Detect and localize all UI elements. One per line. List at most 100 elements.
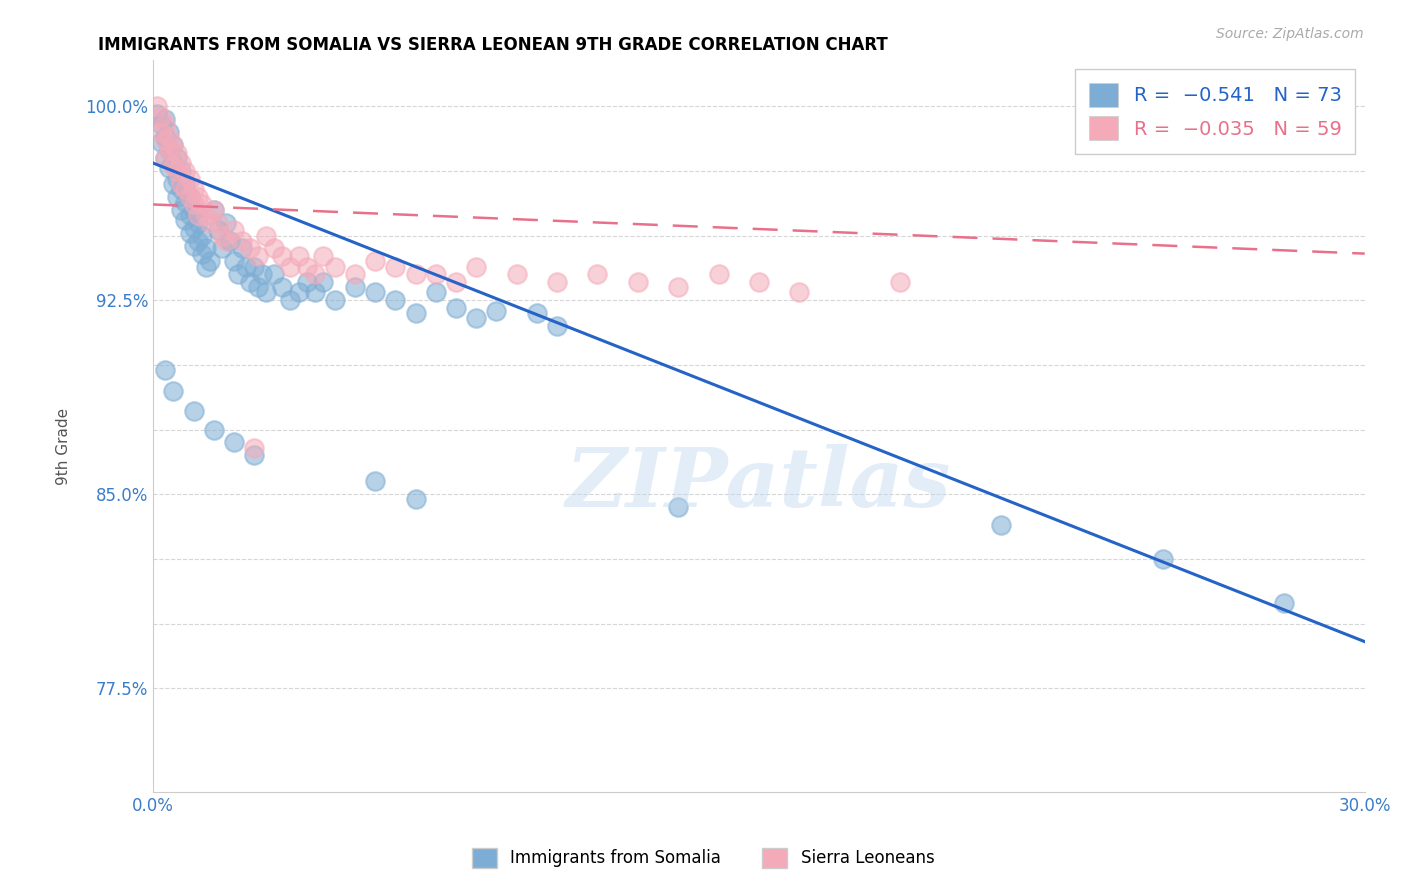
Point xyxy=(263,242,285,256)
Point xyxy=(162,138,184,153)
Point xyxy=(295,275,318,289)
Text: 9th Grade: 9th Grade xyxy=(56,408,70,484)
Point xyxy=(250,268,273,282)
Point xyxy=(444,275,467,289)
Point xyxy=(215,234,238,248)
Point xyxy=(666,280,689,294)
Point xyxy=(990,518,1012,533)
Point xyxy=(150,117,173,131)
Point xyxy=(166,171,188,186)
Point xyxy=(194,208,217,222)
Point xyxy=(247,249,270,263)
Point xyxy=(166,190,188,204)
Point xyxy=(162,384,184,398)
Point xyxy=(546,275,568,289)
Point xyxy=(304,285,326,300)
Point xyxy=(187,190,209,204)
Point xyxy=(239,275,262,289)
Point xyxy=(150,136,173,150)
Point xyxy=(190,246,212,260)
Point xyxy=(155,133,177,147)
Point xyxy=(166,164,188,178)
Point xyxy=(364,254,387,268)
Point xyxy=(211,242,233,256)
Point xyxy=(271,280,294,294)
Point xyxy=(187,234,209,248)
Point xyxy=(183,182,205,196)
Point xyxy=(179,208,201,222)
Legend: Immigrants from Somalia, Sierra Leoneans: Immigrants from Somalia, Sierra Leoneans xyxy=(465,841,941,875)
Point xyxy=(425,268,447,282)
Point xyxy=(405,268,427,282)
Point xyxy=(155,151,177,165)
Point xyxy=(170,164,193,178)
Point xyxy=(170,156,193,170)
Point xyxy=(170,182,193,196)
Point xyxy=(444,301,467,315)
Point xyxy=(465,260,488,274)
Point xyxy=(263,268,285,282)
Point xyxy=(155,363,177,377)
Point xyxy=(198,216,221,230)
Text: Source: ZipAtlas.com: Source: ZipAtlas.com xyxy=(1216,27,1364,41)
Point xyxy=(312,275,335,289)
Point xyxy=(789,285,811,300)
Point xyxy=(162,156,184,170)
Point xyxy=(198,254,221,268)
Point xyxy=(157,143,180,157)
Point xyxy=(271,249,294,263)
Point xyxy=(323,260,346,274)
Point xyxy=(207,223,229,237)
Point xyxy=(183,202,205,217)
Point xyxy=(183,404,205,418)
Point xyxy=(222,254,245,268)
Point xyxy=(187,208,209,222)
Point xyxy=(183,239,205,253)
Point xyxy=(280,293,302,308)
Text: IMMIGRANTS FROM SOMALIA VS SIERRA LEONEAN 9TH GRADE CORRELATION CHART: IMMIGRANTS FROM SOMALIA VS SIERRA LEONEA… xyxy=(98,36,889,54)
Point xyxy=(1152,552,1174,566)
Point xyxy=(166,145,188,160)
Point xyxy=(202,423,225,437)
Point xyxy=(157,130,180,145)
Point xyxy=(150,110,173,124)
Text: ZIPatlas: ZIPatlas xyxy=(567,444,952,524)
Point xyxy=(183,220,205,235)
Point xyxy=(162,138,184,153)
Point xyxy=(1272,596,1295,610)
Point xyxy=(179,190,201,204)
Point xyxy=(505,268,527,282)
Point xyxy=(157,161,180,176)
Point xyxy=(364,475,387,489)
Point xyxy=(162,159,184,173)
Point xyxy=(174,164,197,178)
Point xyxy=(183,197,205,211)
Point xyxy=(155,151,177,165)
Point xyxy=(155,112,177,127)
Point xyxy=(174,213,197,227)
Point xyxy=(344,280,367,294)
Legend: R =  −0.541   N = 73, R =  −0.035   N = 59: R = −0.541 N = 73, R = −0.035 N = 59 xyxy=(1076,70,1355,153)
Point xyxy=(425,285,447,300)
Point xyxy=(485,303,508,318)
Point xyxy=(146,107,169,121)
Point xyxy=(247,280,270,294)
Point xyxy=(166,151,188,165)
Point xyxy=(254,228,277,243)
Point xyxy=(546,319,568,334)
Point xyxy=(179,190,201,204)
Point xyxy=(155,117,177,131)
Point xyxy=(231,242,253,256)
Point xyxy=(243,260,266,274)
Point xyxy=(304,268,326,282)
Point xyxy=(219,234,242,248)
Point xyxy=(526,306,548,320)
Point xyxy=(190,197,212,211)
Point xyxy=(405,492,427,507)
Point xyxy=(155,130,177,145)
Point xyxy=(405,306,427,320)
Point xyxy=(179,171,201,186)
Point xyxy=(254,285,277,300)
Point xyxy=(586,268,609,282)
Point xyxy=(889,275,911,289)
